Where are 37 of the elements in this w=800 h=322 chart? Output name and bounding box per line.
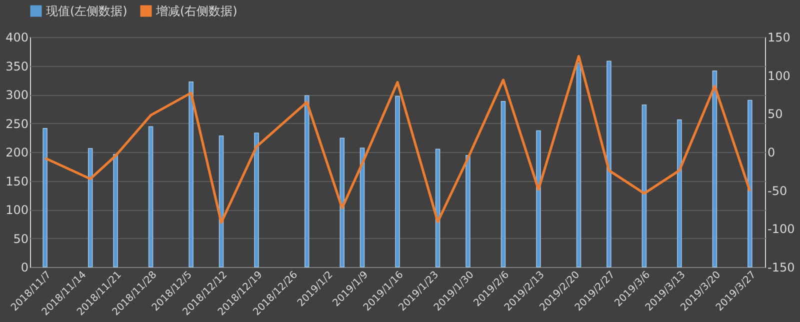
y2-tick-label: -150 [768,260,795,274]
bar [606,60,612,268]
y-tick-label: 100 [6,203,28,217]
bar [500,101,506,268]
bar [395,96,400,268]
y2-tick-label: 100 [768,68,790,83]
y-tick-label: 350 [6,59,28,74]
bar [148,126,154,268]
bar [677,119,682,268]
legend-label: 增减(右侧数据) [155,4,238,18]
bar [88,148,93,268]
y-tick-label: 300 [6,88,28,102]
y-tick-label: 50 [13,232,28,246]
bar [748,100,752,268]
bar [113,154,118,268]
bar [254,132,259,268]
bar [536,130,541,268]
y-tick-label: 400 [6,30,28,44]
bar [42,128,48,268]
y2-tick-label: 0 [768,146,776,160]
y2-tick-label: 50 [768,107,783,122]
bar [712,70,718,268]
bar [642,104,647,268]
bar [188,81,194,268]
bar [466,155,470,268]
bar [304,95,310,268]
bar [576,62,582,268]
y-tick-label: 200 [6,146,28,160]
legend-label: 现值(左侧数据) [46,4,128,18]
line-series [44,54,752,224]
bar [340,138,345,268]
y-tick-label: 250 [6,116,28,131]
y2-tick-label: -100 [768,222,795,236]
y-tick-label: 0 [20,260,28,274]
y-tick-label: 150 [6,174,28,188]
y2-tick-label: 150 [768,30,790,44]
y2-tick-label: -50 [768,184,788,198]
